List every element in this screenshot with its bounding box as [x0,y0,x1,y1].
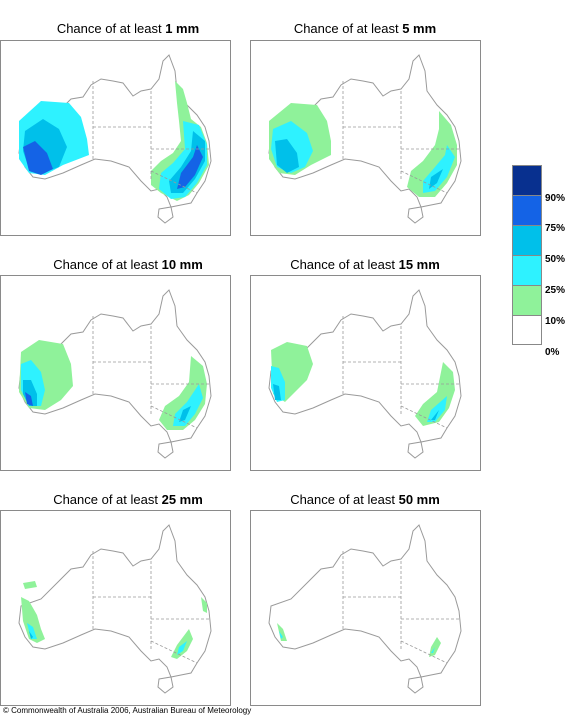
map-panel-50mm [250,510,481,706]
legend-label-90: 90% [545,193,566,204]
panel-title-50mm: Chance of at least 50 mm [290,492,440,507]
australia-map-10mm [18,289,212,459]
map-panel-15mm [250,275,481,471]
rain-shading-5mm [269,103,457,197]
color-legend [512,165,542,345]
panel-title-15mm: Chance of at least 15 mm [290,257,440,272]
map-panel-5mm [250,40,481,236]
panel-title-10mm: Chance of at least 10 mm [53,257,203,272]
australia-map-50mm [268,524,462,694]
australia-map-25mm [18,524,212,694]
australia-map-1mm [18,54,212,224]
legend-swatch-50 [512,225,542,255]
legend-label-50: 50% [545,254,566,265]
legend-swatch-0 [512,315,542,345]
panel-title-25mm: Chance of at least 25 mm [53,492,203,507]
legend-label-10: 10% [545,316,566,327]
legend-label-0: 0% [545,347,560,358]
map-panel-25mm [0,510,231,706]
rain-shading-25mm [21,581,207,659]
map-panel-1mm [0,40,231,236]
legend-label-25: 25% [545,285,566,296]
australia-map-15mm [268,289,462,459]
panel-title-5mm: Chance of at least 5 mm [293,21,437,36]
rain-shading-50mm [277,623,441,657]
australia-map-5mm [268,54,462,224]
legend-swatch-25 [512,255,542,285]
rain-shading-15mm [271,342,455,426]
panel-title-1mm: Chance of at least 1 mm [56,21,200,36]
map-panel-10mm [0,275,231,471]
copyright-footer: © Commonwealth of Australia 2006, Austra… [3,706,252,715]
legend-swatch-90 [512,165,542,195]
rain-shading-10mm [19,340,207,430]
legend-swatch-75 [512,195,542,225]
legend-label-75: 75% [545,223,566,234]
legend-swatch-10 [512,285,542,315]
rain-shading-1mm [19,81,209,201]
